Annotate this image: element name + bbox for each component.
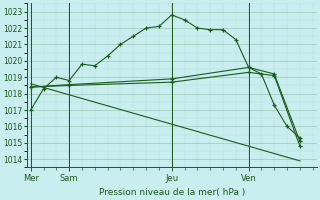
X-axis label: Pression niveau de la mer( hPa ): Pression niveau de la mer( hPa )	[99, 188, 245, 197]
